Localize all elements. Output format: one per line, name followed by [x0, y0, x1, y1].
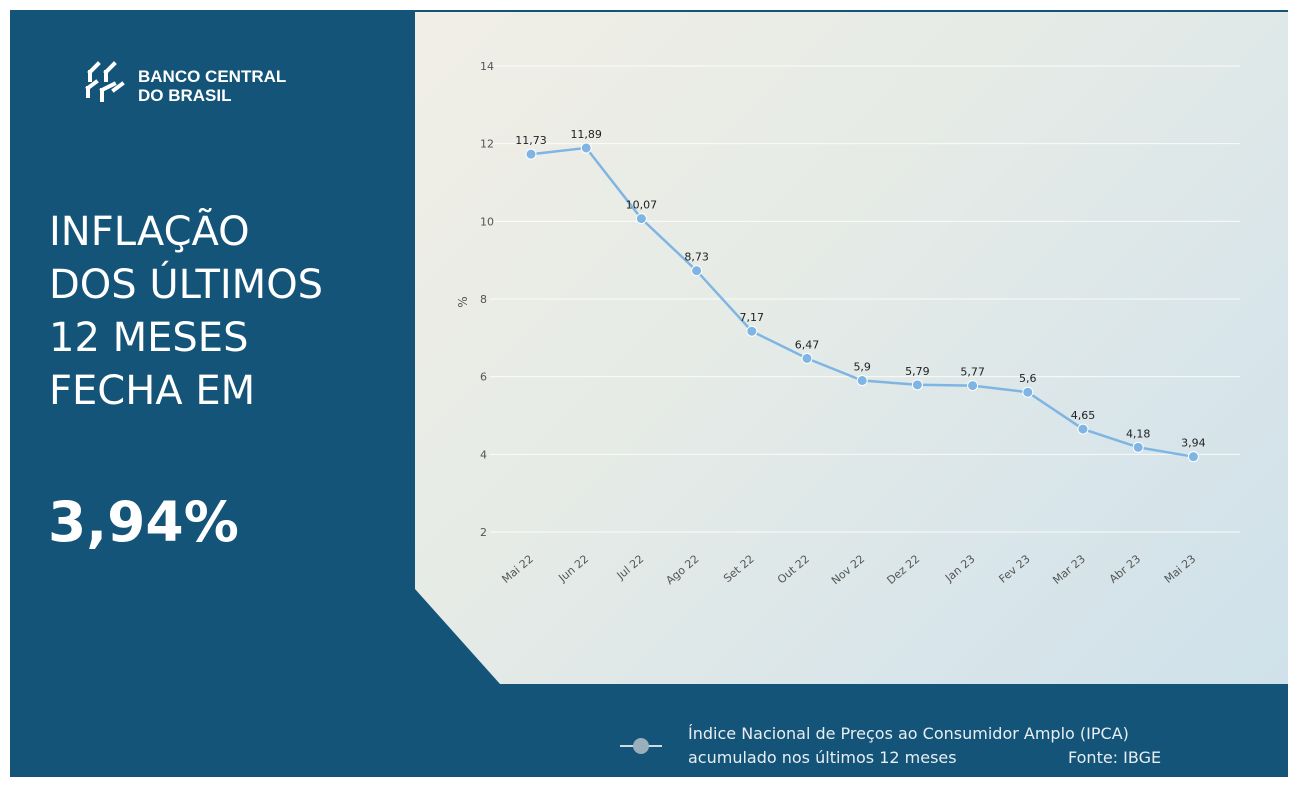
ipca-data-points [525, 142, 1199, 463]
bank-logo-text: BANCO CENTRAL DO BRASIL [138, 67, 338, 105]
y-tick-label-6: 6 [480, 371, 487, 384]
data-label-7: 5,79 [905, 365, 930, 378]
x-tick-label-10: Mar 23 [1050, 552, 1088, 587]
x-tick-label-5: Out 22 [775, 552, 812, 586]
x-tick-label-12: Mai 23 [1162, 552, 1199, 586]
logo-line-1: BANCO CENTRAL [138, 67, 287, 86]
x-tick-label-4: Set 22 [721, 552, 757, 585]
y-axis-ticks: 2 4 6 8 10 12 14 [480, 60, 494, 539]
data-label-1: 11,89 [570, 128, 602, 141]
chart-legend: Índice Nacional de Preços ao Consumidor … [618, 720, 1258, 776]
y-axis-label: % [456, 296, 470, 307]
infographic-frame: BANCO CENTRAL DO BRASIL INFLAÇÃO DOS ÚLT… [10, 10, 1288, 777]
ipca-data-labels: 11,73 11,89 10,07 8,73 7,17 6,47 5,9 5,79 5,77 5,… [515, 128, 1205, 450]
bank-logo-icon [85, 61, 125, 102]
data-label-6: 5,9 [853, 361, 871, 374]
ipca-line-chart: 2 4 6 8 10 12 14 % 11,73 11,89 10,07 8,73 7,17 6,47… [456, 60, 1240, 587]
y-tick-label-14: 14 [480, 60, 494, 73]
data-point-7 [911, 379, 923, 391]
x-tick-label-9: Fev 23 [996, 552, 1032, 585]
data-point-5 [801, 352, 813, 364]
y-tick-label-12: 12 [480, 138, 494, 151]
data-point-0 [525, 148, 537, 160]
x-tick-label-2: Jul 22 [614, 552, 647, 582]
x-tick-label-7: Dez 22 [884, 552, 922, 587]
bank-logo: BANCO CENTRAL DO BRASIL [84, 60, 286, 105]
data-label-2: 10,07 [626, 199, 658, 212]
data-label-3: 8,73 [684, 251, 709, 264]
x-tick-label-6: Nov 22 [829, 552, 867, 587]
y-tick-label-2: 2 [480, 526, 487, 539]
data-point-3 [691, 265, 703, 277]
data-point-1 [580, 142, 592, 154]
x-axis-ticks: Mai 22 Jun 22 Jul 22 Ago 22 Set 22 Out 22 Nov … [499, 552, 1198, 587]
x-tick-label-8: Jan 23 [942, 552, 978, 585]
headline-value: 3,94% [48, 490, 239, 554]
data-label-11: 4,18 [1126, 427, 1151, 440]
legend-label-line-2: acumulado nos últimos 12 meses [688, 748, 957, 767]
x-tick-label-1: Jun 22 [555, 552, 591, 585]
data-point-2 [635, 213, 647, 225]
headline-line-4: FECHA EM [49, 368, 256, 414]
legend-source: Fonte: IBGE [1068, 748, 1162, 767]
y-tick-label-4: 4 [480, 448, 487, 461]
data-point-6 [856, 375, 868, 387]
data-point-9 [1022, 386, 1034, 398]
data-point-12 [1187, 451, 1199, 463]
data-label-5: 6,47 [795, 338, 820, 351]
data-point-11 [1132, 441, 1144, 453]
headline: INFLAÇÃO DOS ÚLTIMOS 12 MESES FECHA EM [49, 206, 323, 418]
y-tick-label-10: 10 [480, 215, 494, 228]
chart-panel [415, 12, 1288, 684]
legend-label-line-1: Índice Nacional de Preços ao Consumidor … [688, 724, 1129, 743]
legend-series-marker [620, 738, 662, 754]
x-tick-label-0: Mai 22 [499, 552, 536, 586]
x-tick-label-11: Abr 23 [1107, 552, 1143, 585]
data-label-8: 5,77 [960, 366, 985, 379]
data-point-4 [746, 325, 758, 337]
chart-gridlines [490, 65, 1240, 533]
data-point-10 [1077, 423, 1089, 435]
headline-line-3: 12 MESES [49, 315, 249, 361]
data-label-4: 7,17 [740, 311, 765, 324]
data-label-12: 3,94 [1181, 437, 1206, 450]
data-label-10: 4,65 [1071, 409, 1096, 422]
headline-line-1: INFLAÇÃO [49, 209, 250, 255]
data-point-8 [967, 380, 979, 392]
data-label-0: 11,73 [515, 134, 547, 147]
data-label-9: 5,6 [1019, 372, 1037, 385]
logo-line-2: DO BRASIL [138, 86, 232, 105]
headline-line-2: DOS ÚLTIMOS [49, 262, 324, 308]
y-tick-label-8: 8 [480, 293, 487, 306]
x-tick-label-3: Ago 22 [663, 552, 701, 587]
